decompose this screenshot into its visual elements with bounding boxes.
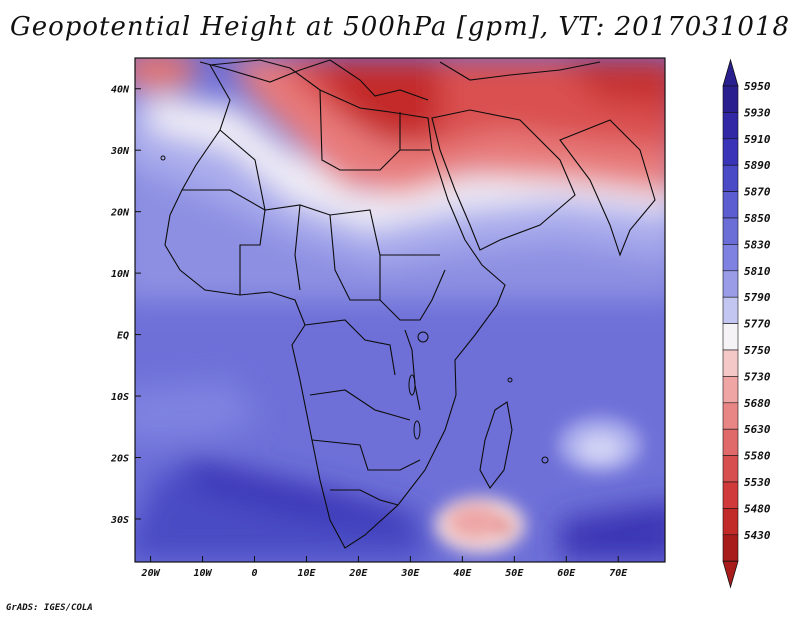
colorbar-swatch: [722, 349, 739, 377]
y-axis: 40N 30N 20N 10N EQ 10S 20S 30S: [110, 85, 141, 526]
x-tick-label: 50E: [505, 568, 524, 579]
x-tick-label: 70E: [609, 568, 628, 579]
colorbar-swatch: [722, 481, 739, 509]
height-field: [135, 58, 665, 562]
y-tick-label: EQ: [117, 331, 129, 342]
x-tick-label: 0: [251, 568, 257, 579]
colorbar: 5950 5930 5910 5890 5870 5850 5830 5810 5790 5770…: [722, 58, 771, 589]
colorbar-swatch: [722, 164, 739, 192]
x-tick-label: 60E: [557, 568, 576, 579]
colorbar-label: 5830: [744, 238, 771, 251]
colorbar-swatch: [722, 323, 739, 351]
y-tick-label: 20N: [110, 208, 130, 219]
colorbar-label: 5630: [744, 423, 771, 436]
colorbar-swatch: [722, 270, 739, 298]
x-tick-label: 20W: [141, 568, 161, 579]
x-tick-label: 20E: [348, 568, 368, 579]
y-tick-label: 10N: [111, 269, 130, 280]
colorbar-swatch: [722, 376, 739, 404]
coastlines: [164, 59, 656, 549]
colorbar-swatch: [722, 428, 739, 456]
colorbar-label: 5930: [744, 106, 771, 119]
colorbar-label: 5810: [744, 265, 771, 278]
colorbar-swatch: [722, 217, 739, 245]
y-tick-label: 20S: [110, 454, 129, 465]
colorbar-swatch: [722, 191, 739, 219]
y-tick-label: 10S: [111, 392, 129, 403]
y-tick-label: 30N: [110, 146, 130, 157]
colorbar-swatch: [722, 85, 739, 113]
lakes: [160, 155, 549, 464]
colorbar-label: 5730: [744, 370, 771, 383]
credit-text: GrADS: IGES/COLA: [6, 603, 93, 613]
colorbar-label: 5870: [744, 186, 771, 199]
colorbar-label: 5530: [744, 476, 771, 489]
x-tick-label: 10W: [194, 568, 213, 579]
colorbar-max-arrow: [722, 58, 739, 87]
chart-title: Geopotential Height at 500hPa [gpm], VT:…: [9, 12, 791, 42]
colorbar-label: 5770: [744, 318, 771, 331]
x-tick-label: 30E: [400, 568, 420, 579]
x-tick-label: 40E: [453, 568, 472, 579]
colorbar-label: 5750: [744, 344, 771, 357]
colorbar-swatch: [722, 296, 739, 324]
colorbar-swatch: [722, 138, 739, 166]
colorbar-label: 5580: [744, 450, 771, 463]
colorbar-label: 5950: [744, 80, 771, 93]
x-axis: 20W 10W 0 10E 20E 30E 40E 50E 60E 70E: [141, 556, 628, 579]
map-frame: [134, 57, 666, 563]
colorbar-label: 5430: [744, 529, 771, 542]
colorbar-label: 5680: [744, 397, 771, 410]
colorbar-label: 5850: [744, 212, 771, 225]
y-tick-label: 30S: [110, 515, 129, 526]
colorbar-label: 5890: [744, 159, 771, 172]
colorbar-label: 5790: [744, 291, 771, 304]
colorbar-min-arrow: [722, 560, 739, 589]
colorbar-swatch: [722, 112, 739, 140]
colorbar-swatch: [722, 244, 739, 272]
colorbar-swatch: [722, 455, 739, 483]
colorbar-swatch: [722, 402, 739, 430]
colorbar-swatch: [722, 534, 739, 562]
x-tick-label: 10E: [297, 568, 316, 579]
y-tick-label: 40N: [111, 85, 130, 96]
colorbar-label: 5910: [744, 133, 771, 146]
colorbar-swatch: [722, 508, 739, 536]
colorbar-label: 5480: [744, 502, 771, 515]
